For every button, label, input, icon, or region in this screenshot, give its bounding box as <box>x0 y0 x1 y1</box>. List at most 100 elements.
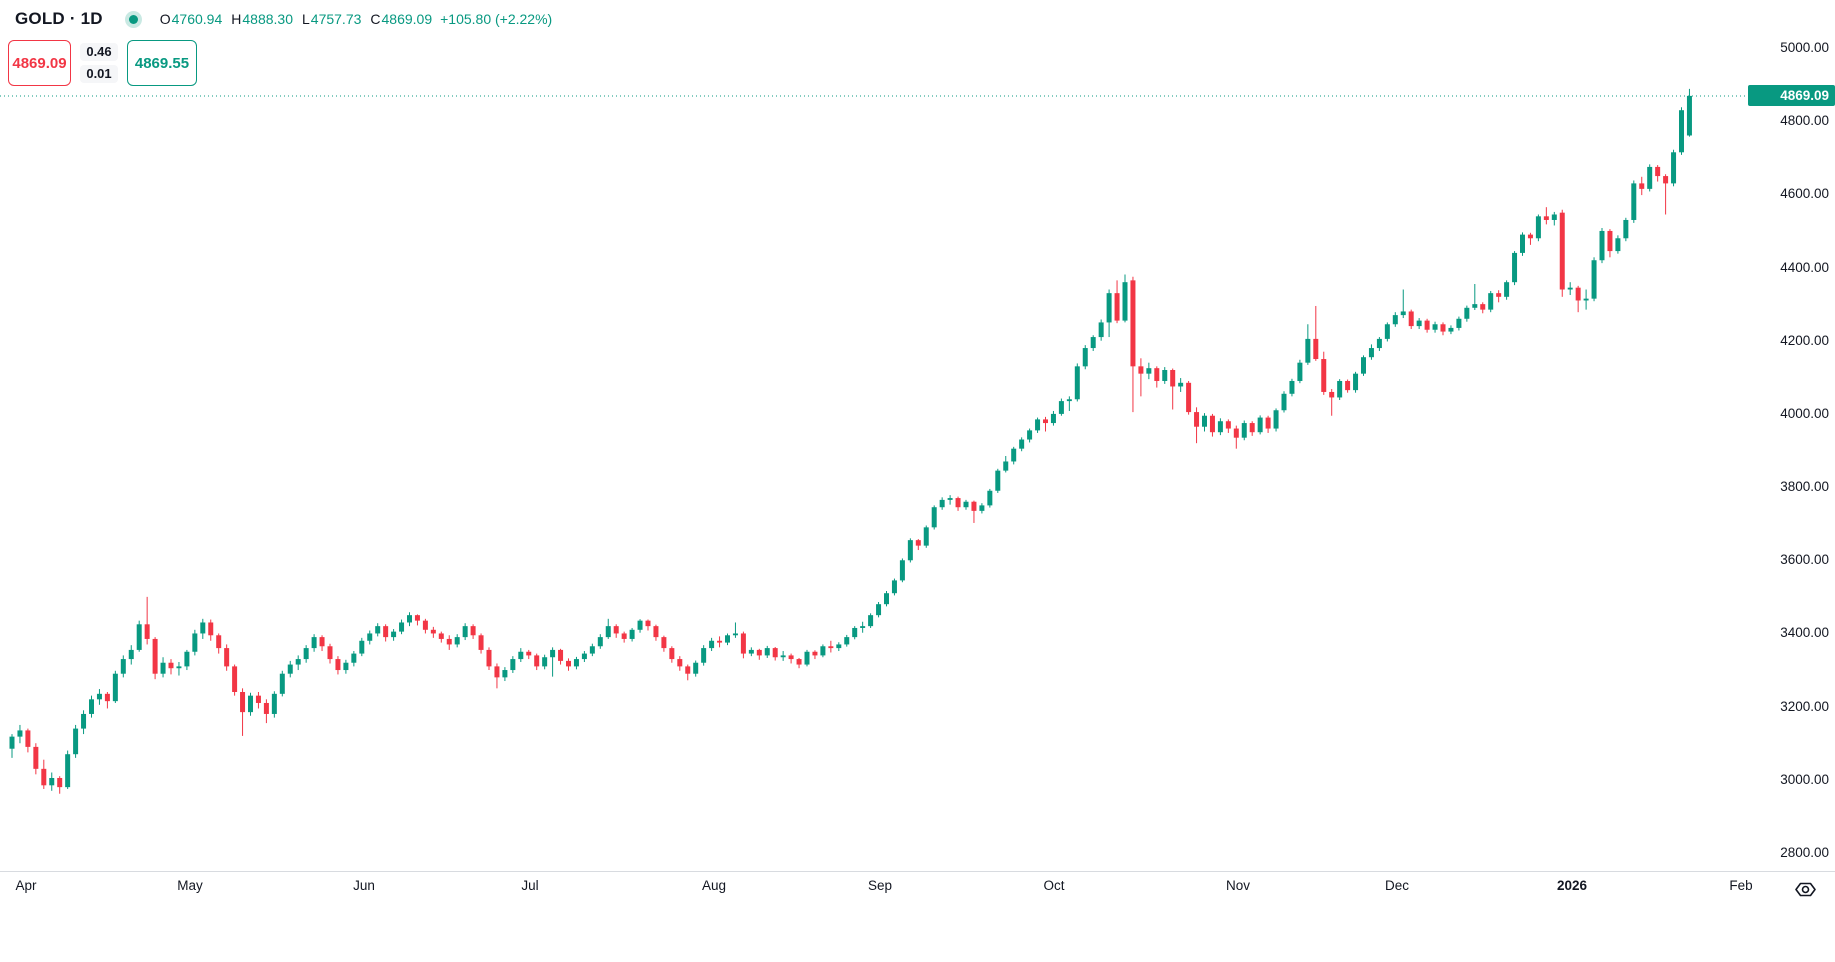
candle-body <box>1480 304 1486 310</box>
candle-body <box>1050 413 1056 424</box>
candle-body <box>1027 430 1033 440</box>
candle-body <box>1043 419 1048 424</box>
candle-body <box>1361 357 1366 374</box>
candle-body <box>1130 280 1136 367</box>
candle-body <box>677 659 683 667</box>
candle-body <box>772 648 778 658</box>
candle-body <box>1392 315 1398 325</box>
candle-body <box>25 730 31 747</box>
price-axis-label: 4800.00 <box>1780 113 1829 129</box>
ask-price: 4869.55 <box>134 54 190 72</box>
candle-body <box>1329 391 1335 398</box>
candle-body <box>613 626 619 634</box>
candle-body <box>1337 380 1343 398</box>
candle-body <box>788 655 794 660</box>
candle-body <box>621 633 627 639</box>
candle-body <box>1305 338 1311 363</box>
price-axis-label: 3600.00 <box>1780 552 1829 568</box>
price-scale[interactable]: 4869.09 5000.00 4800.00 4600.00 4400.00 4200… <box>1748 0 1835 871</box>
sell-bid-button[interactable]: 4869.09 <box>8 40 71 86</box>
candle-body <box>200 622 206 634</box>
candle-body <box>1178 382 1184 387</box>
candle-body <box>955 498 961 508</box>
candle-body <box>653 626 659 638</box>
candle-body <box>526 651 532 656</box>
candle-body <box>224 648 230 667</box>
candle-body <box>510 659 516 671</box>
candle-body <box>367 633 373 641</box>
candle-body <box>1384 324 1390 339</box>
candle-body <box>1400 311 1406 316</box>
candle-body <box>216 635 222 649</box>
candle-body <box>1082 348 1088 367</box>
candle-body <box>1631 183 1637 220</box>
time-axis-label: May <box>177 878 203 893</box>
candle-body <box>1520 234 1525 253</box>
high-label: H <box>231 11 242 27</box>
candle-body <box>971 501 977 511</box>
candle-body <box>629 629 635 639</box>
last-price-tag: 4869.09 <box>1748 85 1835 107</box>
candle-body <box>81 713 87 729</box>
price-axis-label: 3800.00 <box>1780 479 1829 495</box>
market-open-dot-icon <box>128 14 138 24</box>
candle-body <box>891 580 897 594</box>
candle-body <box>1233 428 1239 438</box>
candle-body <box>868 615 874 627</box>
candle-body <box>128 649 134 660</box>
candle-body <box>947 498 953 500</box>
candle-body <box>1138 366 1144 374</box>
candle-body <box>1074 366 1080 400</box>
candle-body <box>1209 415 1215 433</box>
candle-body <box>732 633 738 636</box>
price-axis-label: 4600.00 <box>1780 186 1829 202</box>
candle-body <box>422 620 428 630</box>
candle-body <box>693 662 699 674</box>
candle-body <box>319 637 325 647</box>
candle-body <box>518 651 524 660</box>
candle-body <box>502 670 508 678</box>
candle-body <box>112 673 118 702</box>
candle-body <box>1345 380 1351 391</box>
price-axis-label: 3400.00 <box>1780 625 1829 641</box>
candle-body <box>9 736 15 749</box>
time-axis-label: Feb <box>1729 878 1753 893</box>
chart-header: GOLD · 1D O 4760.94 H 4888.30 L 4757.73 … <box>15 8 552 30</box>
candle-body <box>756 649 762 656</box>
change-value: +105.80 (+2.22%) <box>440 11 553 27</box>
candle-body <box>240 692 246 713</box>
price-axis-label: 4000.00 <box>1780 405 1829 421</box>
candle-body <box>446 638 452 645</box>
candlestick-chart[interactable] <box>0 0 1748 871</box>
candle-body <box>1058 401 1064 414</box>
candle-body <box>1376 338 1382 349</box>
candle-body <box>478 635 484 650</box>
candle-body <box>1655 166 1661 177</box>
candle-body <box>597 637 603 647</box>
candle-body <box>1297 362 1303 381</box>
candle-body <box>1353 373 1359 391</box>
candle-body <box>1448 327 1454 332</box>
candle-body <box>1432 324 1438 330</box>
candle-body <box>1011 448 1017 462</box>
time-scale[interactable]: Apr May Jun Jul Aug Sep Oct Nov Dec 2026 Feb <box>0 872 1835 902</box>
candle-body <box>359 640 365 654</box>
candle-body <box>987 490 993 506</box>
candle-body <box>573 659 579 667</box>
candle-body <box>939 499 945 508</box>
buy-ask-button[interactable]: 4869.55 <box>127 40 197 86</box>
candle-body <box>96 693 102 700</box>
candle-body <box>637 620 643 630</box>
candle-body <box>1225 421 1231 429</box>
candle-body <box>343 662 349 671</box>
candle-body <box>1313 338 1319 360</box>
candle-body <box>1527 234 1533 239</box>
eye-icon[interactable] <box>1794 881 1817 898</box>
candle-body <box>41 768 47 786</box>
candle-body <box>661 637 667 649</box>
candle-body <box>454 637 460 645</box>
candle-body <box>812 651 818 656</box>
candle-body <box>1623 219 1629 239</box>
symbol-title[interactable]: GOLD · 1D <box>15 9 103 28</box>
candle-body <box>899 560 905 581</box>
